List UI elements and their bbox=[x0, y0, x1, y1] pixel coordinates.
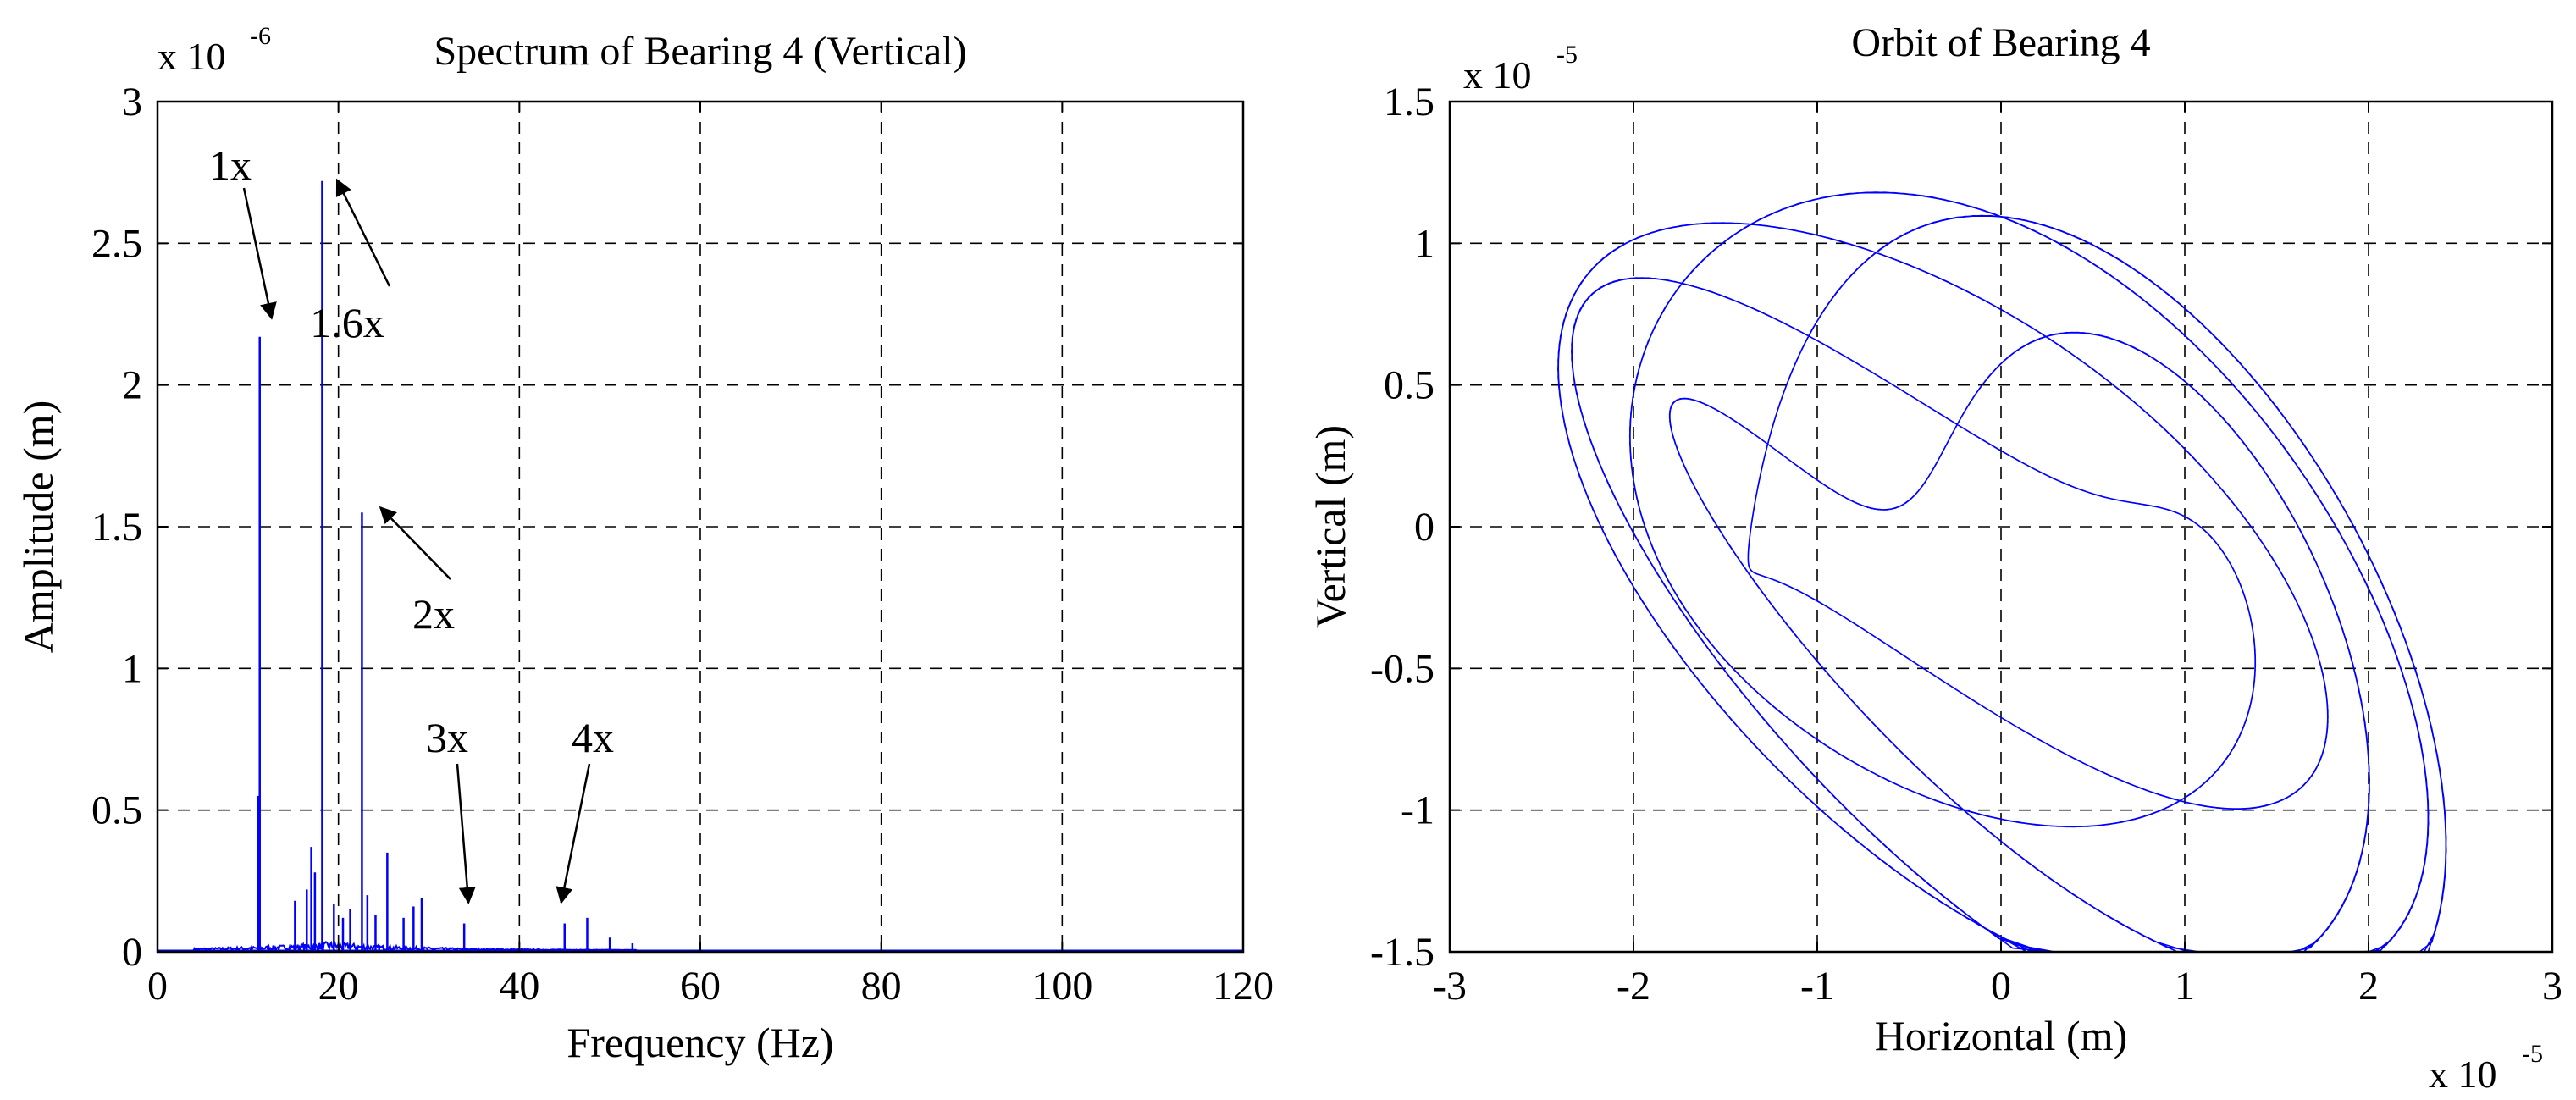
orbit-x-tick-label: 3 bbox=[2542, 964, 2562, 1009]
annotation-label: 3x bbox=[426, 714, 468, 761]
orbit-chart: -3 -2 -1 0 1 2 3 -1.5 -1 -0.5 0 0.5 1 1.5 Orbit of Be… bbox=[1307, 20, 2562, 1096]
spectrum-grid bbox=[158, 102, 1243, 952]
orbit-x-exponent: -5 bbox=[2522, 1040, 2543, 1068]
orbit-series bbox=[1556, 191, 2447, 953]
orbit-trajectory bbox=[1556, 191, 2447, 953]
spectrum-x-tick-label: 20 bbox=[318, 964, 359, 1009]
orbit-x-tick-label: -3 bbox=[1433, 964, 1467, 1009]
spectrum-annotations: 1x 1.6x 2x 3x 4x bbox=[209, 141, 614, 904]
spectrum-chart: 0 20 40 60 80 100 120 0 0.5 1 1.5 2 2.5 3 1x 1.6x 2x 3x 4… bbox=[14, 22, 1274, 1066]
orbit-title: Orbit of Bearing 4 bbox=[1851, 20, 2150, 65]
spectrum-x-tick-label: 40 bbox=[499, 964, 539, 1009]
orbit-x-tick-label: 2 bbox=[2358, 964, 2379, 1009]
orbit-x-tick-label: -2 bbox=[1617, 964, 1650, 1009]
spectrum-x-tick-label: 120 bbox=[1213, 964, 1274, 1009]
annotation-label: 1x bbox=[209, 141, 252, 189]
annotation-arrow bbox=[335, 178, 391, 287]
orbit-y-tick-label: -1.5 bbox=[1370, 930, 1434, 975]
spectrum-y-tick-label: 2.5 bbox=[91, 221, 142, 266]
spectrum-x-tick-label: 0 bbox=[147, 964, 168, 1009]
orbit-ticks: -3 -2 -1 0 1 2 3 -1.5 -1 -0.5 0 0.5 1 1.5 bbox=[1370, 80, 2562, 1009]
orbit-y-tick-label: 1 bbox=[1414, 221, 1434, 266]
spectrum-y-exponent: -6 bbox=[250, 22, 271, 50]
annotation-label: 4x bbox=[572, 714, 614, 761]
spectrum-y-tick-label: 1 bbox=[122, 646, 142, 691]
spectrum-x-axis-label: Frequency (Hz) bbox=[567, 1019, 833, 1066]
orbit-y-tick-label: 0 bbox=[1414, 505, 1434, 550]
spectrum-y-tick-label: 2 bbox=[122, 363, 142, 408]
spectrum-x-tick-label: 60 bbox=[680, 964, 721, 1009]
spectrum-y-multiplier: x 10 bbox=[158, 35, 226, 78]
annotation-arrow bbox=[456, 763, 476, 904]
annotation-arrow bbox=[379, 506, 451, 580]
annotation-arrow bbox=[556, 763, 591, 904]
orbit-y-multiplier: x 10 bbox=[1463, 53, 1532, 97]
spectrum-title: Spectrum of Bearing 4 (Vertical) bbox=[434, 29, 966, 74]
spectrum-ticks: 0 20 40 60 80 100 120 0 0.5 1 1.5 2 2.5 3 bbox=[91, 80, 1274, 1009]
orbit-y-exponent: -5 bbox=[1556, 41, 1578, 69]
orbit-y-axis-label: Vertical (m) bbox=[1307, 425, 1354, 628]
orbit-x-tick-label: 1 bbox=[2175, 964, 2195, 1009]
orbit-x-tick-label: 0 bbox=[1991, 964, 2011, 1009]
spectrum-y-tick-label: 3 bbox=[122, 80, 142, 124]
orbit-x-axis-label: Horizontal (m) bbox=[1875, 1012, 2128, 1059]
orbit-x-multiplier: x 10 bbox=[2429, 1053, 2497, 1096]
spectrum-y-tick-label: 0 bbox=[122, 930, 142, 975]
annotation-label: 1.6x bbox=[310, 299, 384, 346]
orbit-y-tick-label: -1 bbox=[1401, 788, 1434, 833]
annotation-label: 2x bbox=[412, 590, 455, 638]
spectrum-y-axis-label: Amplitude (m) bbox=[14, 401, 62, 654]
orbit-y-tick-label: 1.5 bbox=[1384, 80, 1434, 124]
orbit-y-tick-label: -0.5 bbox=[1370, 646, 1434, 691]
spectrum-x-tick-label: 100 bbox=[1031, 964, 1092, 1009]
orbit-grid bbox=[1450, 102, 2552, 952]
spectrum-y-tick-label: 1.5 bbox=[91, 505, 142, 550]
spectrum-y-tick-label: 0.5 bbox=[91, 788, 142, 833]
spectrum-x-tick-label: 80 bbox=[861, 964, 902, 1009]
orbit-x-tick-label: -1 bbox=[1800, 964, 1834, 1009]
annotation-arrow bbox=[242, 187, 277, 320]
orbit-y-tick-label: 0.5 bbox=[1384, 363, 1434, 408]
